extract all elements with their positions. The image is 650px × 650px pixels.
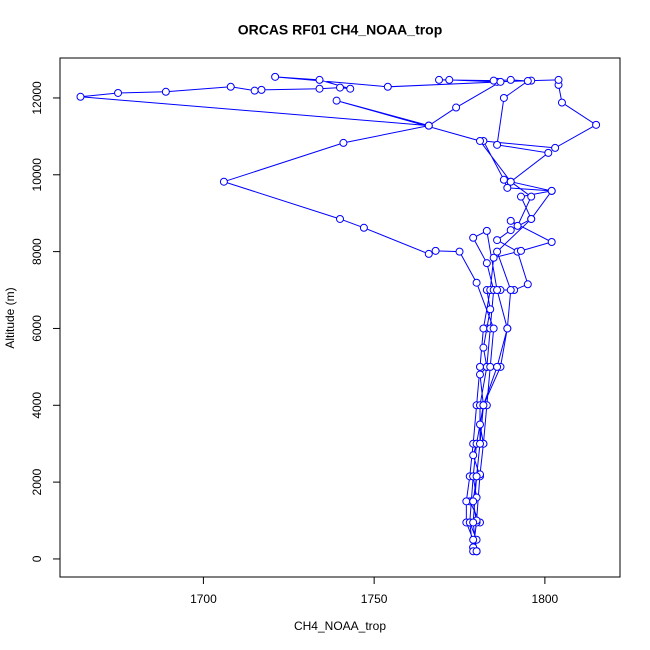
- data-point: [476, 362, 484, 371]
- data-point: [527, 192, 536, 201]
- data-point: [486, 362, 495, 371]
- data-point: [489, 253, 498, 262]
- data-point: [257, 85, 266, 94]
- data-point: [472, 472, 481, 481]
- data-point: [493, 140, 502, 149]
- y-tick-label: 0: [30, 555, 44, 562]
- y-tick-label: 4000: [30, 392, 44, 419]
- data-point: [506, 75, 515, 84]
- data-point: [476, 370, 484, 379]
- chart-title: ORCAS RF01 CH4_NOAA_trop: [238, 22, 443, 38]
- data-point: [346, 84, 355, 93]
- data-point: [424, 121, 433, 130]
- data-point: [424, 249, 433, 258]
- data-point: [489, 76, 498, 85]
- data-point: [499, 93, 508, 102]
- data-point: [332, 96, 341, 105]
- data-point: [544, 148, 553, 157]
- data-point: [486, 305, 495, 314]
- data-point: [493, 362, 502, 371]
- data-point: [516, 192, 525, 201]
- data-point: [472, 278, 481, 287]
- data-point: [315, 84, 324, 93]
- data-point: [547, 238, 556, 247]
- data-point: [496, 77, 505, 86]
- data-point: [499, 175, 508, 184]
- data-point: [339, 138, 348, 147]
- data-point: [462, 497, 471, 506]
- y-axis-label: Altitude (m): [3, 287, 17, 348]
- plot-frame: [59, 57, 621, 578]
- data-point: [472, 547, 481, 556]
- data-point: [493, 247, 502, 256]
- data-point: [551, 143, 560, 152]
- data-point: [503, 183, 512, 192]
- data-point: [557, 98, 566, 107]
- data-point: [523, 280, 532, 289]
- x-axis-label: CH4_NOAA_trop: [294, 619, 386, 633]
- data-point: [452, 103, 461, 112]
- data-point: [476, 136, 484, 145]
- data-point: [336, 214, 344, 223]
- data-point: [114, 88, 123, 97]
- data-point: [445, 75, 454, 84]
- y-tick-label: 10000: [30, 158, 44, 192]
- data-point: [592, 120, 601, 129]
- data-point: [469, 451, 478, 460]
- data-point: [469, 497, 478, 506]
- data-point: [476, 439, 484, 448]
- data-point: [479, 324, 488, 333]
- data-point: [431, 246, 440, 255]
- data-point: [482, 259, 491, 268]
- data-point: [161, 87, 170, 96]
- data-point: [219, 177, 228, 186]
- x-tick-label: 1750: [361, 592, 388, 606]
- data-point: [76, 92, 85, 101]
- x-tick-label: 1700: [190, 592, 217, 606]
- data-point: [482, 226, 491, 235]
- data-point: [271, 72, 280, 81]
- data-point: [503, 324, 512, 333]
- data-point: [383, 82, 392, 91]
- data-point: [554, 75, 563, 84]
- data-point: [336, 83, 344, 92]
- data-point: [226, 82, 235, 91]
- data-point: [469, 535, 478, 544]
- data-point: [516, 246, 525, 255]
- data-point: [493, 236, 502, 245]
- data-point: [506, 226, 515, 235]
- data-point: [455, 247, 464, 256]
- data-point: [493, 286, 502, 295]
- data-point: [523, 77, 532, 86]
- y-tick-label: 8000: [30, 238, 44, 265]
- y-tick-label: 2000: [30, 468, 44, 495]
- data-point: [513, 221, 522, 230]
- y-tick-label: 6000: [30, 315, 44, 342]
- data-point: [506, 286, 515, 295]
- data-point: [479, 343, 488, 352]
- x-tick-label: 1800: [532, 592, 559, 606]
- data-point: [250, 86, 259, 95]
- data-point: [469, 233, 478, 242]
- data-point: [547, 186, 556, 195]
- data-point: [315, 75, 324, 84]
- data-point: [476, 420, 484, 429]
- data-point: [435, 75, 444, 84]
- y-tick-label: 12000: [30, 81, 44, 115]
- data-point: [469, 518, 478, 527]
- data-point: [359, 223, 368, 232]
- data-point: [506, 216, 515, 225]
- data-point: [479, 401, 488, 410]
- data-point: [506, 177, 515, 186]
- data-point: [489, 324, 498, 333]
- data-point: [527, 214, 536, 223]
